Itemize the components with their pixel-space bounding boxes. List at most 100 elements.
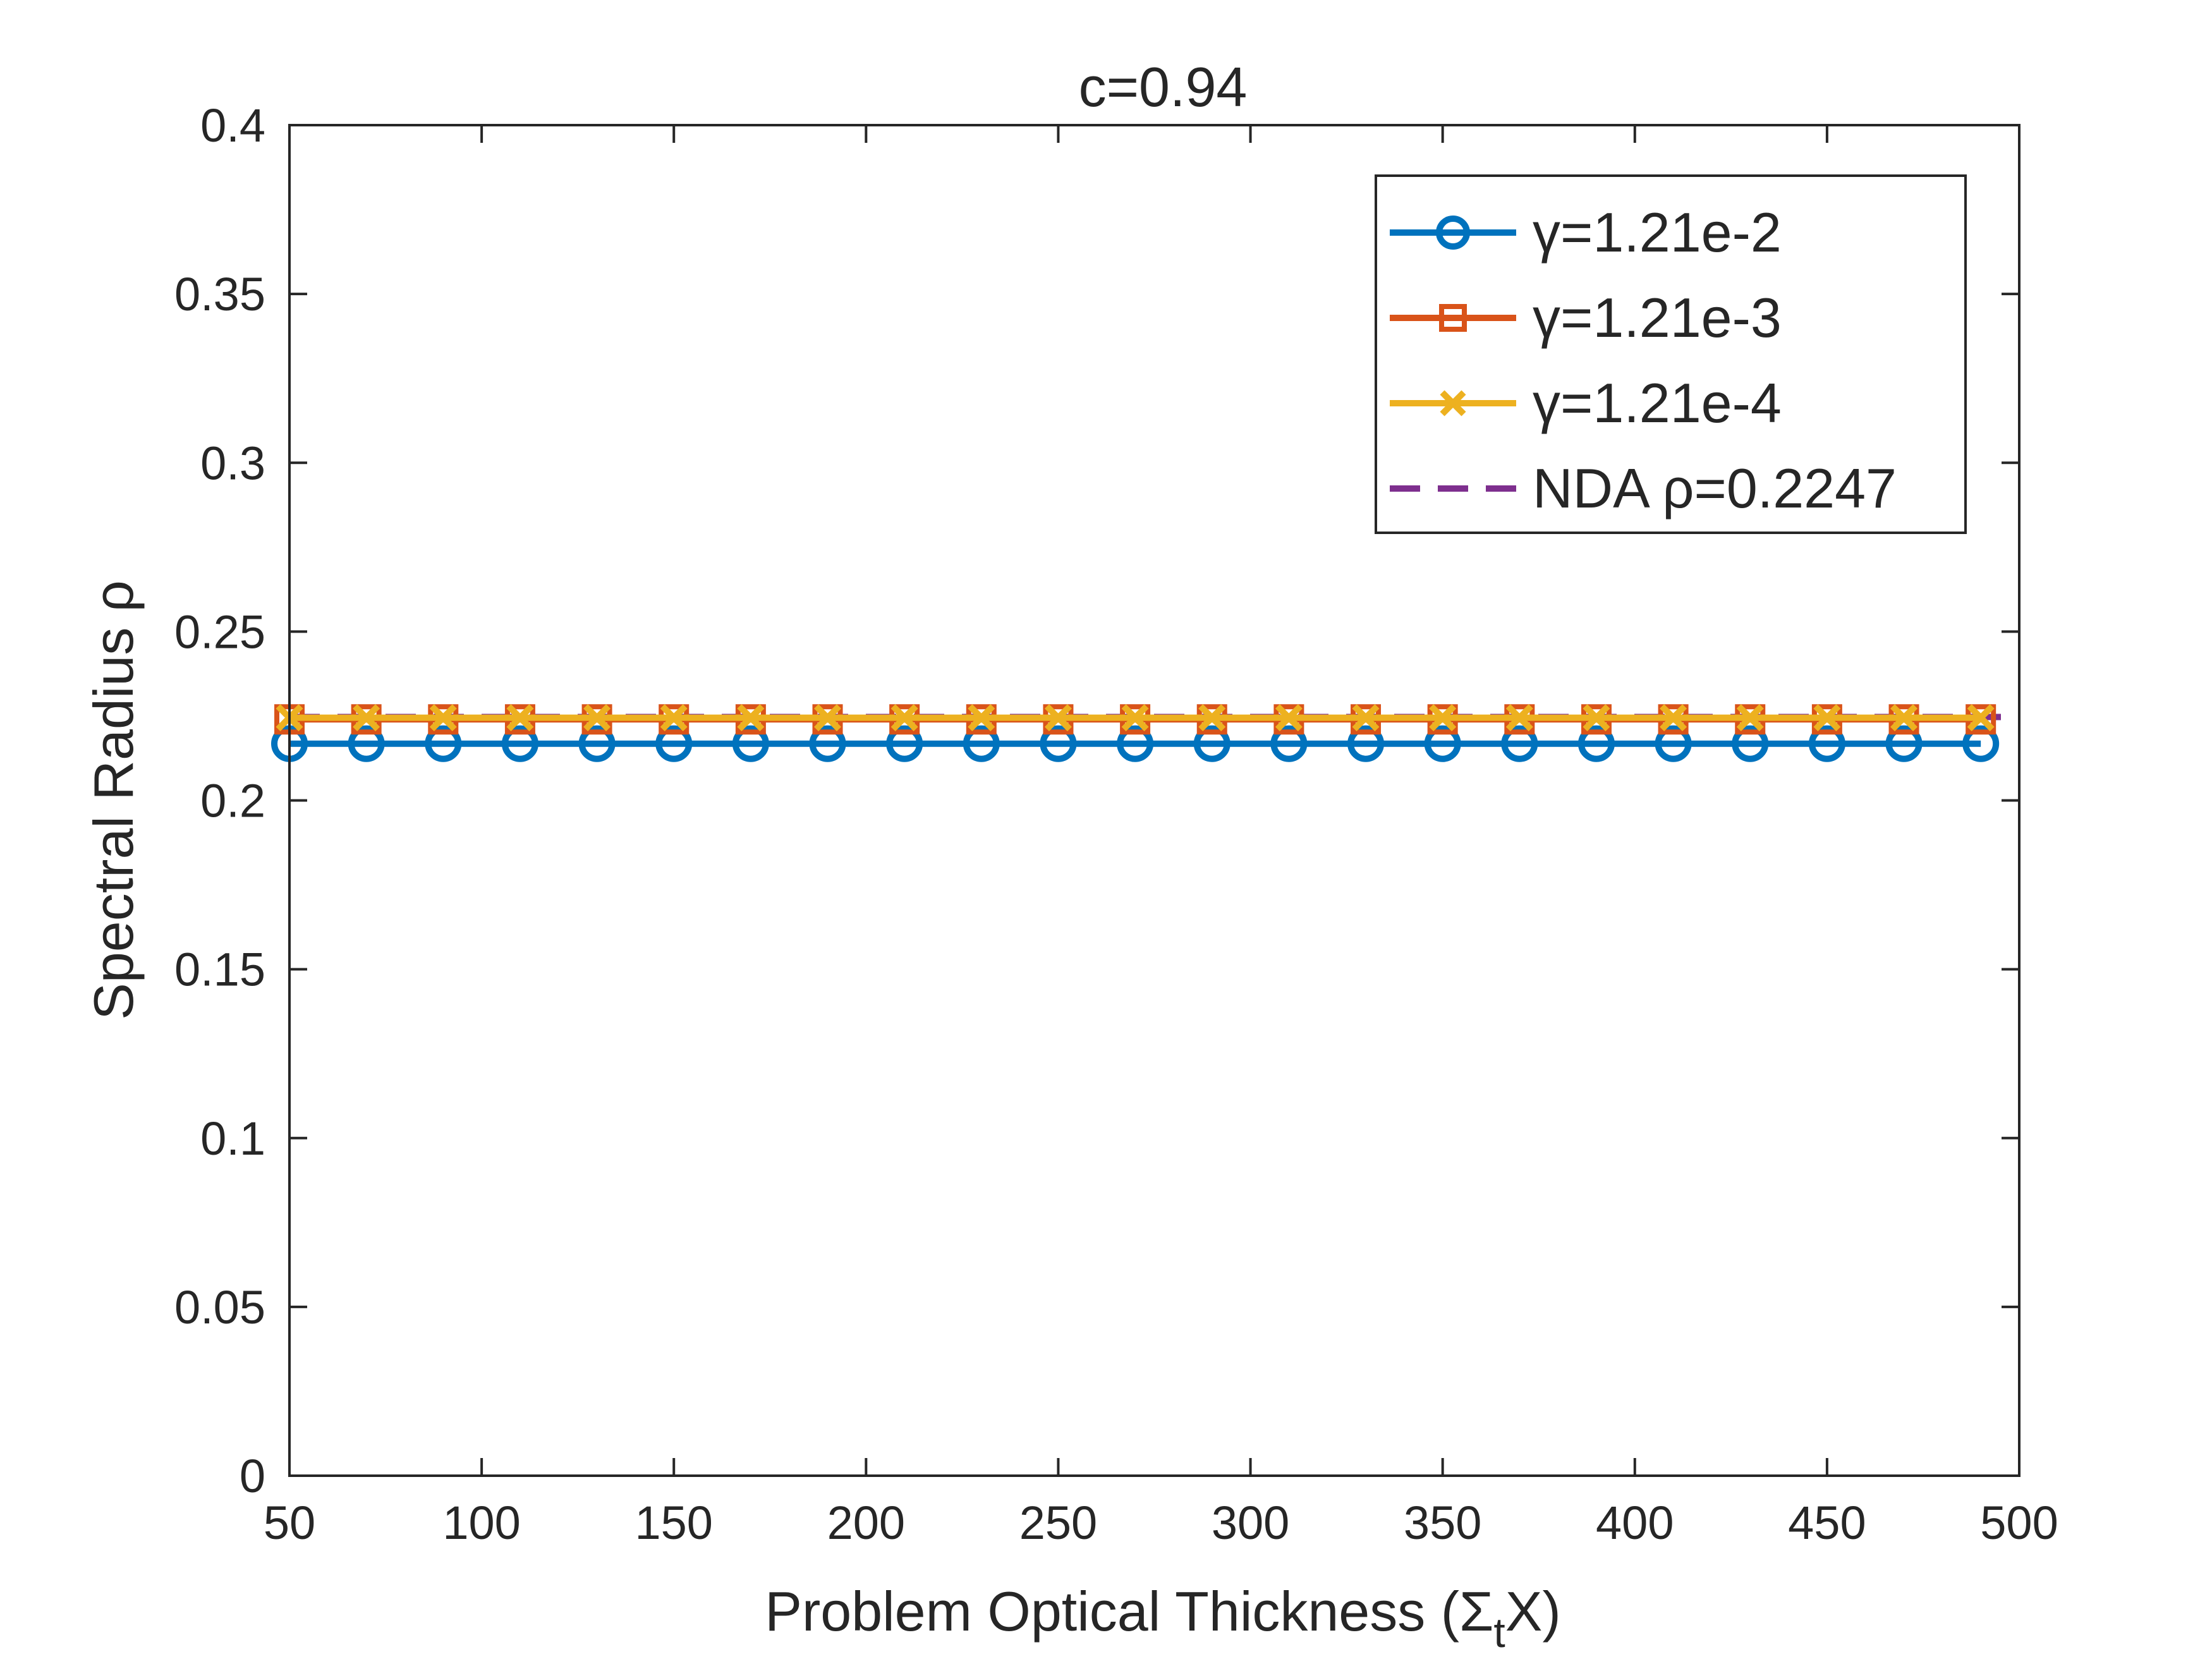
x-tick-label: 500: [1980, 1497, 2058, 1549]
y-tick-label: 0: [240, 1450, 265, 1502]
series-3-point-stroke-b: [1967, 704, 1995, 732]
series-3-point-stroke-b: [506, 704, 534, 732]
x-tick-label: 150: [635, 1497, 712, 1549]
x-axis-title: Problem Optical Thickness (ΣtX): [765, 1580, 1561, 1656]
legend-label: NDA ρ=0.2247: [1533, 457, 1897, 520]
series-1-point: [1655, 725, 1692, 762]
series-1-point: [1424, 725, 1461, 762]
legend-label: γ=1.21e-4: [1533, 372, 1782, 434]
x-tick-label: 300: [1212, 1497, 1289, 1549]
series-3-point-stroke-b: [583, 704, 611, 732]
y-tick-label: 0.15: [174, 944, 265, 996]
series-1-point: [425, 725, 462, 762]
series-3-point: [1583, 704, 1610, 732]
series-1-point: [655, 725, 693, 762]
x-tick-label: 200: [827, 1497, 905, 1549]
series-1-point: [1501, 725, 1538, 762]
series-1-point: [348, 725, 385, 762]
series-3-point: [1121, 704, 1149, 732]
y-tick-label: 0.3: [200, 437, 265, 489]
x-tick-label: 400: [1596, 1497, 1674, 1549]
series-3-point: [890, 704, 918, 732]
series-3-point: [429, 704, 457, 732]
series-1-point: [732, 725, 769, 762]
series-3-point: [968, 704, 995, 732]
series-1-point: [1040, 725, 1077, 762]
series-1-point: [578, 725, 616, 762]
series-1-point: [501, 725, 538, 762]
y-tick-label: 0.35: [174, 268, 265, 320]
series-3-point-stroke-b: [1429, 704, 1457, 732]
legend-marker: [1440, 390, 1466, 416]
series-3-point-stroke-b: [1505, 704, 1533, 732]
series-3-point-stroke-b: [1660, 704, 1687, 732]
legend-marker: [1436, 216, 1470, 250]
y-tick-label: 0.4: [200, 99, 265, 152]
series-1-point: [963, 725, 1000, 762]
series-3: [276, 704, 1995, 732]
series-1-point: [809, 725, 846, 762]
series-1-point: [1193, 725, 1231, 762]
legend: γ=1.21e-2 γ=1.21e-3 γ=1.21e-4 NDA ρ=0.2247: [1375, 174, 1967, 534]
series-3-point-stroke-b: [660, 704, 688, 732]
x-tick-label: 350: [1404, 1497, 1481, 1549]
series-3-point-stroke-b: [1121, 704, 1149, 732]
series-1-point: [1347, 725, 1385, 762]
x-tick-label: 250: [1019, 1497, 1097, 1549]
series-1-point: [1885, 725, 1923, 762]
legend-item: NDA ρ=0.2247: [1390, 457, 1897, 520]
series-3-point: [583, 704, 611, 732]
tick-label-layer: 50 100 150 200 250 300 350 400 450 500 0 0.05 0.1 0.1…: [174, 99, 2058, 1549]
series-1-point: [1808, 725, 1845, 762]
series-3-point: [1813, 704, 1841, 732]
series-3-point-stroke-b: [1275, 704, 1303, 732]
series-3-point: [1044, 704, 1072, 732]
series-3-point: [1967, 704, 1995, 732]
legend-marker: [1439, 304, 1467, 332]
legend-item: γ=1.21e-4: [1390, 372, 1782, 434]
x-tick-label: 50: [264, 1497, 315, 1549]
x-axis-title-end: X): [1505, 1580, 1561, 1643]
x-tick-label: 100: [442, 1497, 520, 1549]
chart-title: c=0.94: [1079, 56, 1248, 118]
y-tick-label: 0.1: [200, 1112, 265, 1165]
series-3-point: [1736, 704, 1764, 732]
series-3-point: [813, 704, 842, 732]
x-axis-title-main: Problem Optical Thickness (Σ: [765, 1580, 1493, 1643]
legend-item: γ=1.21e-3: [1390, 286, 1782, 349]
series-3-point-stroke-b: [1198, 704, 1226, 732]
series-1: [271, 725, 2000, 762]
legend-label: γ=1.21e-3: [1533, 286, 1782, 349]
series-3-point: [1352, 704, 1380, 732]
y-tick-label: 0.25: [174, 605, 265, 658]
series-3-point-stroke-b: [1890, 704, 1918, 732]
series-3-point-stroke-b: [968, 704, 995, 732]
series-1-point: [1117, 725, 1154, 762]
series-layer: [271, 704, 2019, 762]
legend-marker-stroke-b: [1440, 390, 1466, 416]
series-3-point: [1505, 704, 1533, 732]
series-3-point: [660, 704, 688, 732]
series-3-point-stroke-b: [890, 704, 918, 732]
series-3-point: [1275, 704, 1303, 732]
series-1-point: [886, 725, 923, 762]
x-axis-title-subscript: t: [1493, 1609, 1505, 1656]
series-3-point-stroke-b: [353, 704, 380, 732]
series-1-point: [1577, 725, 1615, 762]
series-3-point: [737, 704, 765, 732]
x-tick-label: 450: [1788, 1497, 1866, 1549]
y-tick-label: 0.2: [200, 775, 265, 827]
series-3-point: [353, 704, 380, 732]
series-1-point: [1732, 725, 1769, 762]
series-3-point-stroke-b: [1352, 704, 1380, 732]
y-tick-label: 0.05: [174, 1281, 265, 1334]
series-3-point-stroke-b: [1583, 704, 1610, 732]
y-axis-title: Spectral Radius ρ: [82, 580, 145, 1020]
series-3-point-stroke-b: [1736, 704, 1764, 732]
series-3-point: [506, 704, 534, 732]
axes-layer: [288, 124, 2021, 1477]
series-3-point-stroke-b: [1813, 704, 1841, 732]
series-3-point: [1660, 704, 1687, 732]
series-1-point: [1270, 725, 1308, 762]
